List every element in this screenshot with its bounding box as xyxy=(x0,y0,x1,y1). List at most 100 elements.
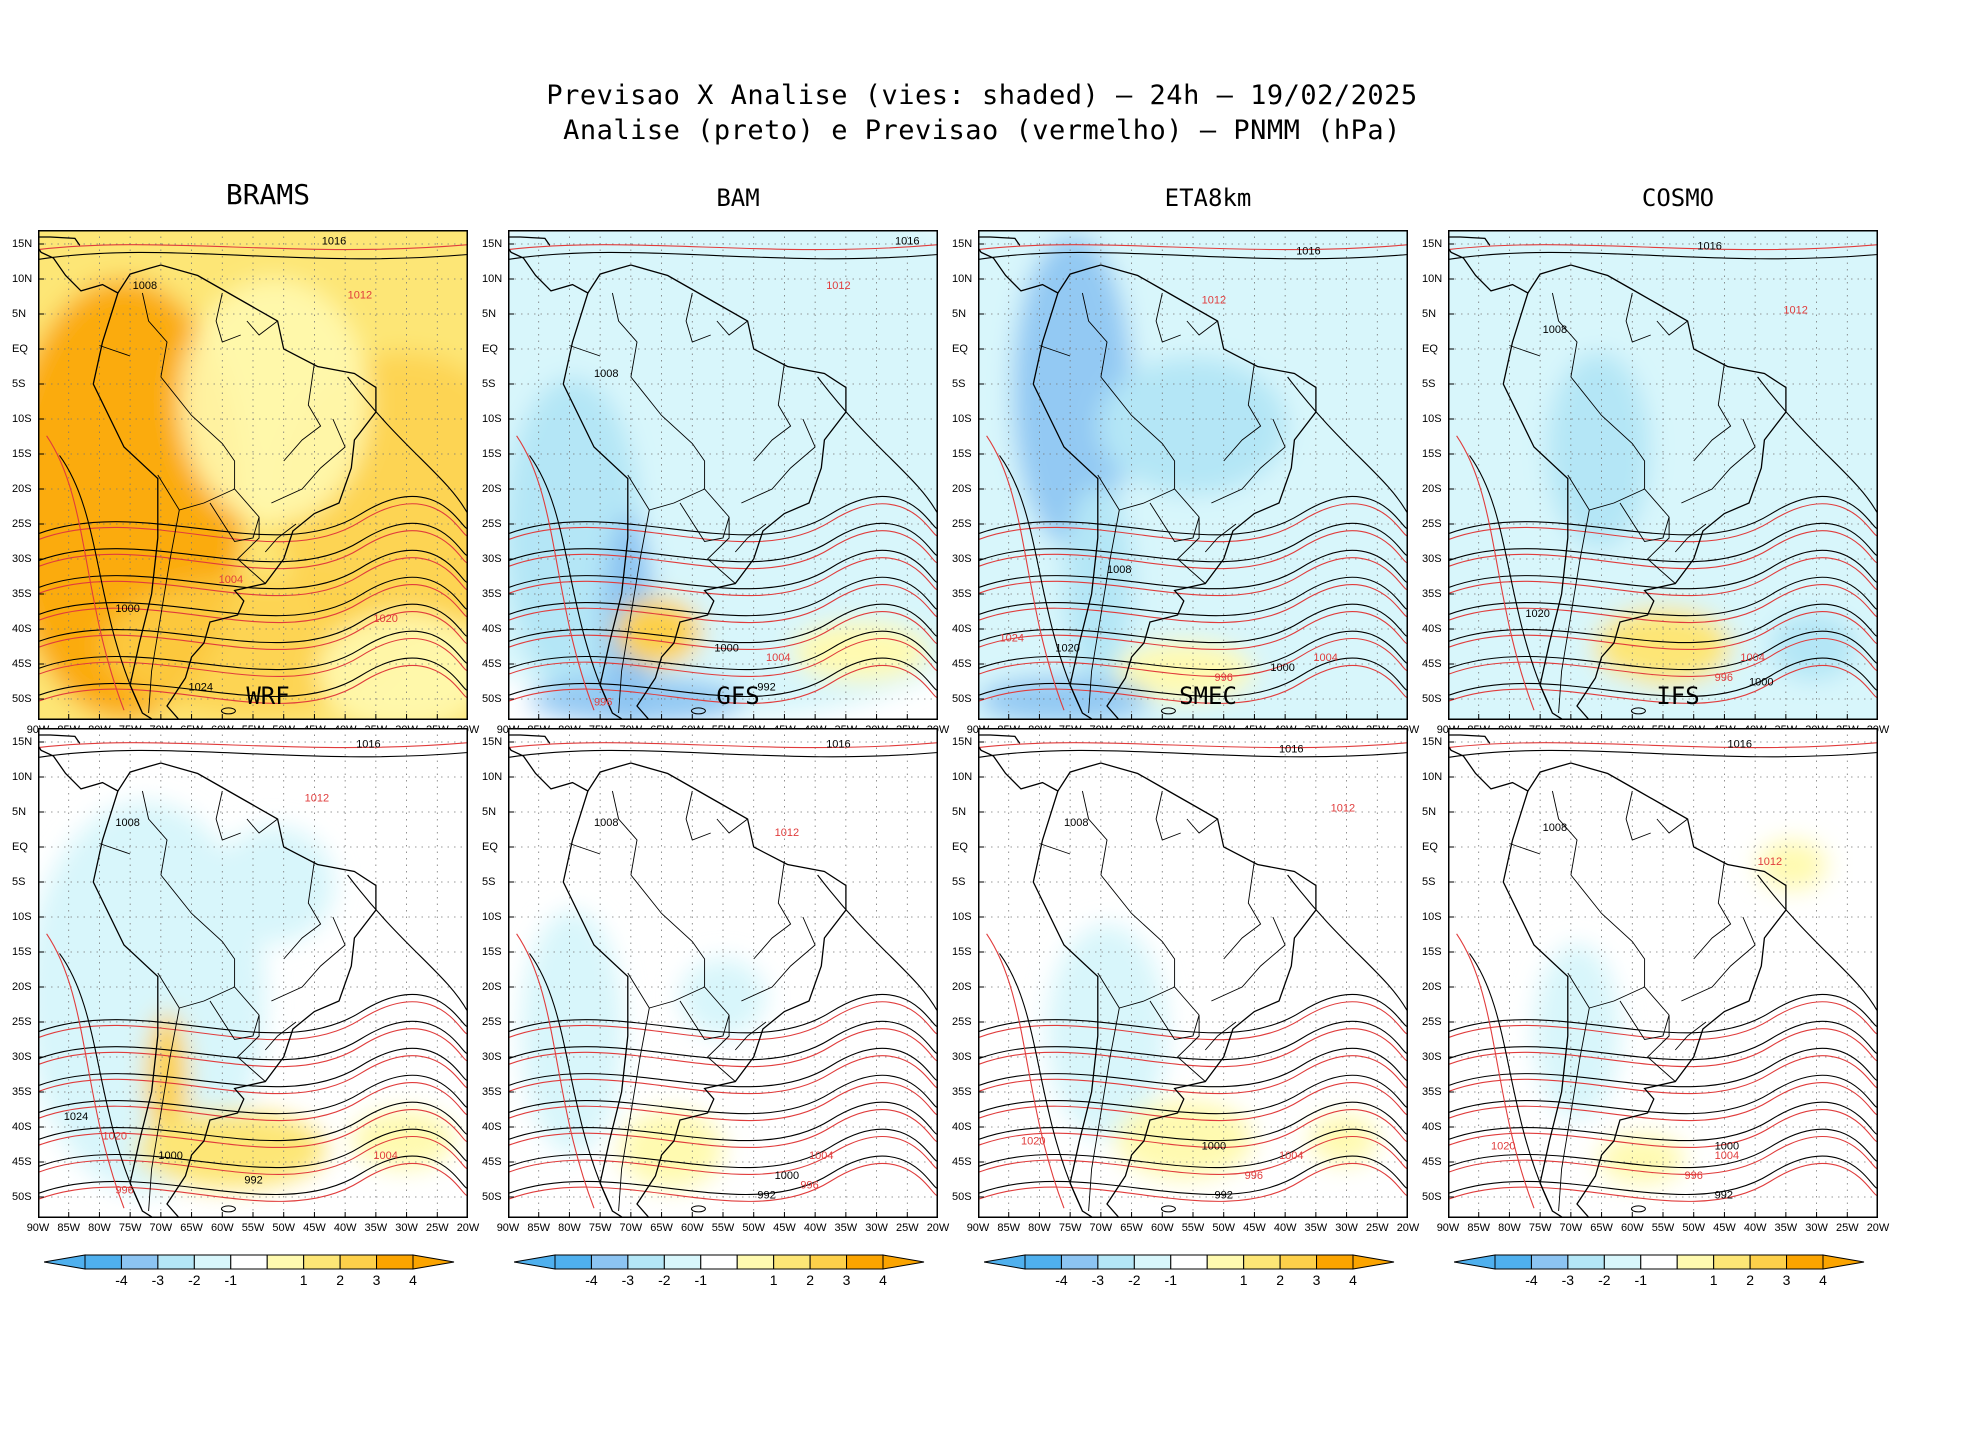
contour-label: 1016 xyxy=(1296,246,1320,258)
central-america-coastline xyxy=(38,745,119,792)
caribbean-coastline xyxy=(978,236,1021,246)
forecast-isobar xyxy=(38,665,468,704)
country-border xyxy=(99,345,131,357)
analysis-isobar xyxy=(978,1074,1408,1115)
latitude-label: 45S xyxy=(12,658,32,670)
country-border xyxy=(1081,790,1108,876)
latitude-label: 15S xyxy=(1422,448,1442,460)
country-border xyxy=(141,790,168,876)
map-panel-wrf: WRF 1016 1012 1008 1004 1000 996 992 1020 1024 15N… xyxy=(12,682,498,1298)
forecast-isobar xyxy=(978,1163,1408,1202)
colorbar-left-arrow xyxy=(984,1254,1026,1270)
isobars xyxy=(38,742,468,1209)
country-border xyxy=(753,362,792,462)
latitude-label: 10S xyxy=(482,911,502,923)
longitude-label: 30W xyxy=(865,1222,888,1234)
country-border xyxy=(1039,843,1071,855)
contour-label: 1004 xyxy=(1715,1150,1739,1162)
bias-area xyxy=(179,279,370,524)
colorbar-label: 3 xyxy=(1782,1272,1791,1288)
colorbar-segment xyxy=(627,1254,665,1270)
analysis-isobar xyxy=(529,455,612,711)
longitude-label: 85W xyxy=(1467,1222,1491,1234)
analysis-isobar xyxy=(38,576,468,617)
latitude-label: 50S xyxy=(952,693,972,705)
latitude-label: 35S xyxy=(482,588,502,600)
contour-label: 1016 xyxy=(1697,241,1721,253)
colorbar-label: -4 xyxy=(1055,1272,1068,1288)
caribbean-coastline xyxy=(1448,734,1491,744)
colorbar-segment xyxy=(1024,1254,1062,1270)
contour-label: 1008 xyxy=(594,817,618,829)
country-border xyxy=(1204,1021,1237,1051)
colorbar-segment xyxy=(1170,1254,1208,1270)
latitude-label: 50S xyxy=(12,693,32,705)
forecast-isobar xyxy=(1448,1136,1878,1175)
analysis-isobar xyxy=(59,455,142,711)
longitude-label: 45W xyxy=(773,1222,796,1234)
bias-area xyxy=(615,597,702,667)
latitude-label: EQ xyxy=(12,343,28,355)
contour-label: 1020 xyxy=(103,1131,127,1143)
longitude-label: 55W xyxy=(1651,1222,1675,1234)
colorbar-segment xyxy=(1749,1254,1788,1270)
colorbar-segment xyxy=(339,1254,378,1270)
country-border xyxy=(1567,474,1645,511)
country-border xyxy=(611,292,638,378)
latitude-label: 15S xyxy=(482,448,502,460)
contour-label: 1004 xyxy=(809,1150,833,1162)
contour-label: 1016 xyxy=(826,739,850,751)
latitude-label: 30S xyxy=(482,553,502,565)
longitude-label: 85W xyxy=(997,1222,1021,1234)
forecast-isobar xyxy=(978,503,1408,543)
map-panel-bam: BAM 1016 1012 1008 1004 1000 996 992 15N 10N 5N EQ 5… xyxy=(482,184,968,800)
latitude-label: 5N xyxy=(1422,806,1437,818)
panel-title: SMEC xyxy=(1179,682,1237,710)
latitude-label: 5S xyxy=(482,378,496,390)
colorbar-segment xyxy=(1530,1254,1569,1270)
colorbar-label: -4 xyxy=(1525,1272,1538,1288)
colorbar-label: -3 xyxy=(1091,1272,1105,1288)
country-border xyxy=(1509,843,1541,855)
analysis-isobar xyxy=(1287,376,1408,515)
colorbar-label: 3 xyxy=(372,1272,381,1288)
analysis-isobar xyxy=(978,994,1408,1034)
bias-area xyxy=(1012,234,1133,549)
latitude-label: 5S xyxy=(952,378,966,390)
colorbar-segment xyxy=(1097,1254,1135,1270)
latitude-label: 5S xyxy=(952,876,966,888)
panel-title: GFS xyxy=(716,682,760,710)
analysis-isobar xyxy=(978,549,1408,590)
analysis-isobar xyxy=(978,251,1408,260)
country-border xyxy=(1619,1000,1670,1040)
forecast-isobar xyxy=(1448,638,1878,677)
south-america-coastline xyxy=(562,264,847,720)
latitude-label: 50S xyxy=(482,693,502,705)
country-border xyxy=(618,509,650,714)
forecast-isobar xyxy=(508,1109,938,1148)
latitude-label: 10N xyxy=(952,273,973,285)
analysis-isobar xyxy=(38,522,468,563)
central-america-coastline xyxy=(38,247,119,294)
latitude-label: EQ xyxy=(12,841,28,853)
longitude-label: 20W xyxy=(926,1222,950,1234)
forecast-isobar xyxy=(508,244,938,251)
analysis-isobar xyxy=(38,749,468,758)
analysis-isobar xyxy=(1448,630,1878,671)
analysis-isobar xyxy=(1448,1128,1878,1169)
forecast-isobar xyxy=(508,1001,938,1041)
latitude-label: 5N xyxy=(12,806,27,818)
analysis-isobar xyxy=(508,549,938,590)
analysis-isobar xyxy=(978,749,1408,758)
analysis-isobar xyxy=(1448,1047,1878,1088)
longitude-label: 75W xyxy=(588,1222,612,1234)
analysis-isobar xyxy=(508,1074,938,1115)
country-border xyxy=(679,502,730,542)
longitude-label: 30W xyxy=(1335,1222,1358,1234)
colorbar-label: -3 xyxy=(1561,1272,1575,1288)
map-panel-smec: SMEC 1016 1012 1008 1004 1000 996 992 1020 15N 10N… xyxy=(952,682,1438,1298)
map-content: 1016 1012 1008 1004 1000 996 992 1020 1024 xyxy=(38,728,468,1218)
latitude-label: 10N xyxy=(1422,771,1443,783)
forecast-isobar xyxy=(978,557,1408,597)
latitude-label: 30S xyxy=(1422,1051,1442,1063)
